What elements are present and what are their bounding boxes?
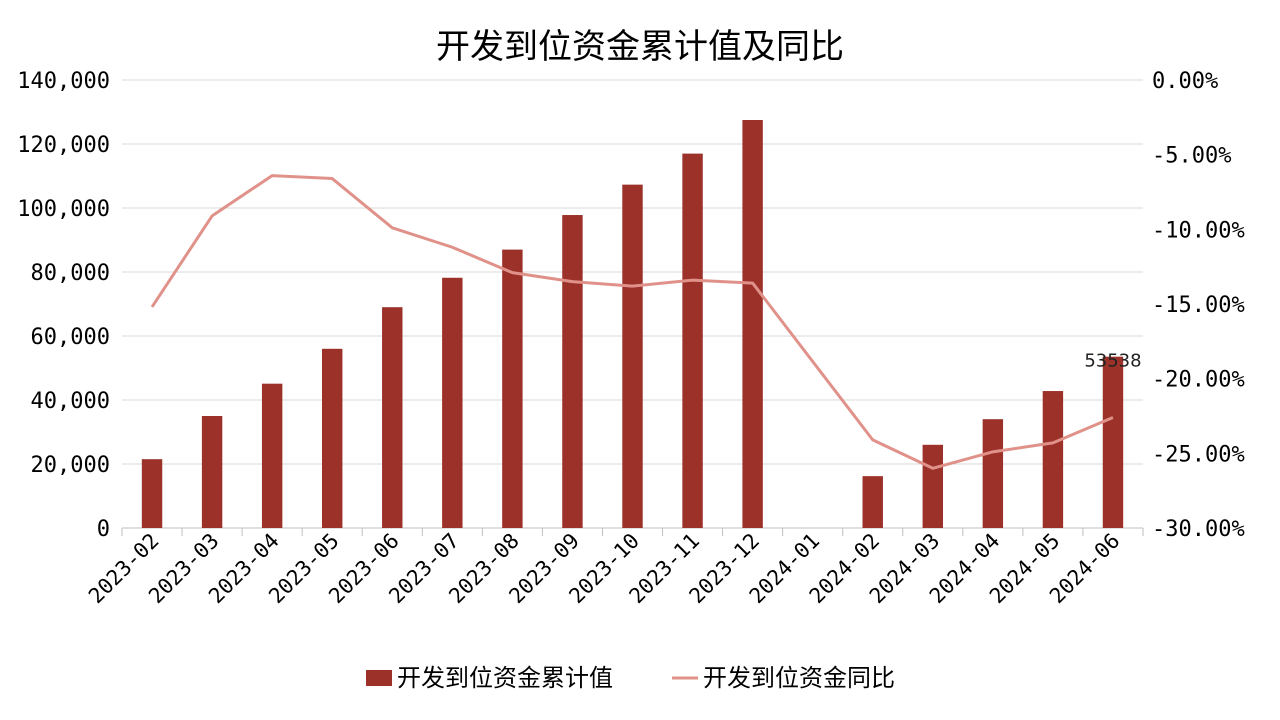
y-left-tick-label: 100,000: [17, 197, 110, 222]
bar: [201, 416, 223, 528]
legend-line-label: 开发到位资金同比: [703, 664, 895, 692]
bar: [502, 249, 523, 528]
legend: 开发到位资金累计值 开发到位资金同比: [366, 664, 895, 692]
bar: [562, 215, 583, 529]
legend-bar-label: 开发到位资金累计值: [397, 664, 613, 692]
y-left-tick-label: 60,000: [31, 325, 110, 350]
y-left-tick-label: 80,000: [31, 261, 110, 286]
y-left-tick-label: 140,000: [17, 69, 110, 94]
bar-series: [141, 120, 1124, 529]
y-left-tick-label: 120,000: [17, 133, 110, 158]
chart-title: 开发到位资金累计值及同比: [436, 27, 844, 67]
line-path: [150, 174, 1114, 470]
bar: [442, 277, 463, 528]
bar: [982, 419, 1004, 528]
data-labels: 53538: [1084, 351, 1141, 372]
y-right-tick-label: -15.00%: [1152, 293, 1245, 318]
bar: [1102, 356, 1124, 528]
y-right-tick-label: 0.00%: [1152, 69, 1218, 94]
bar: [261, 383, 283, 528]
legend-bar-swatch: [366, 670, 392, 686]
bar: [141, 459, 163, 528]
bar: [922, 444, 944, 528]
bar: [321, 348, 343, 528]
data-label: 53538: [1084, 351, 1141, 372]
y-right-tick-label: -25.00%: [1152, 442, 1245, 467]
bar: [1042, 391, 1064, 528]
y-left-tick-label: 40,000: [31, 389, 110, 414]
y-axis-left: 0 20,000 40,000 60,000 80,000 100,000 120,000 1…: [17, 69, 110, 542]
x-axis: 2023-022023-032023-042023-052023-062023-…: [84, 528, 1144, 608]
line-series: [150, 174, 1114, 470]
y-left-tick-label: 20,000: [31, 453, 110, 478]
bar: [622, 184, 643, 528]
y-right-tick-label: -30.00%: [1152, 517, 1245, 542]
bar: [862, 476, 883, 528]
y-right-tick-label: -20.00%: [1152, 368, 1245, 393]
y-right-tick-label: -10.00%: [1152, 218, 1245, 243]
y-right-tick-label: -5.00%: [1152, 144, 1231, 169]
bar: [742, 120, 763, 528]
y-axis-right: -30.00% -25.00% -20.00% -15.00% -10.00% -5.00…: [1152, 69, 1245, 542]
bar: [382, 307, 403, 528]
bar: [682, 153, 703, 528]
y-left-tick-label: 0: [97, 517, 110, 542]
